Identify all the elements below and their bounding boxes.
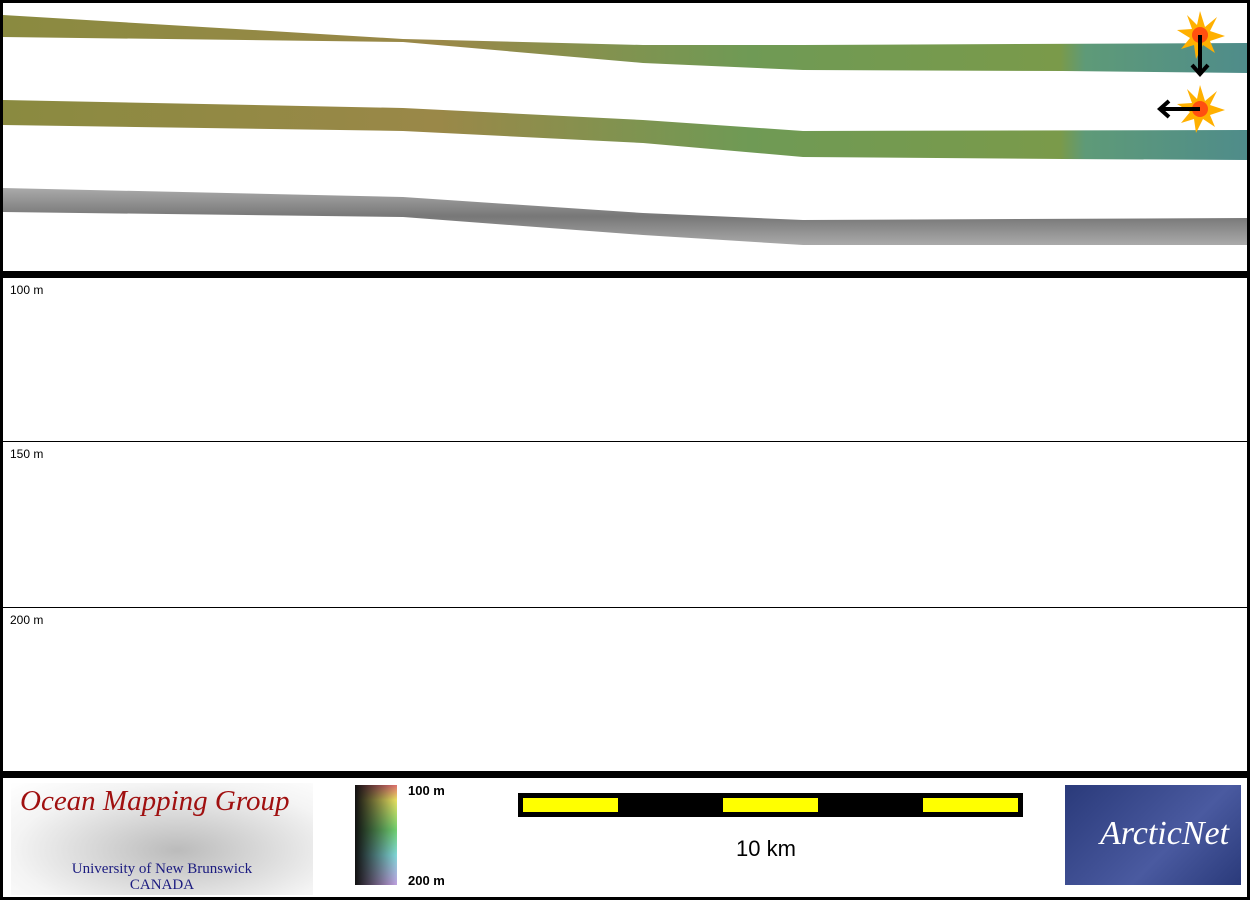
arcticnet-logo: ArcticNet [1065,785,1241,885]
legend-panel: Ocean Mapping Group University of New Br… [3,778,1247,897]
depth-colorbar [355,785,397,885]
sun-illumination-icon [1156,85,1225,133]
swath-strip-backscatter [3,188,1247,245]
depth-row-150: 150 m [3,441,1247,607]
depth-label: 150 m [10,447,44,461]
swath-strip-illum-north [3,15,1247,73]
depth-profile-panel: 100 m 150 m 200 m [3,278,1247,771]
sun-illumination-icon [1177,11,1225,78]
colorbar-bottom-label: 200 m [408,873,445,888]
swath-strip-illum-east [3,100,1247,160]
ocean-mapping-group-logo: Ocean Mapping Group University of New Br… [11,783,313,895]
swath-strips [3,11,1247,245]
scale-label: 10 km [736,836,796,861]
depth-row-200: 200 m [3,607,1247,773]
colorbar-top-label: 100 m [408,783,445,798]
swath-strip-panel [3,3,1247,271]
depth-row-100: 100 m [3,278,1247,443]
scale-bar [518,793,1023,817]
depth-label: 100 m [10,283,44,297]
depth-label: 200 m [10,613,44,627]
